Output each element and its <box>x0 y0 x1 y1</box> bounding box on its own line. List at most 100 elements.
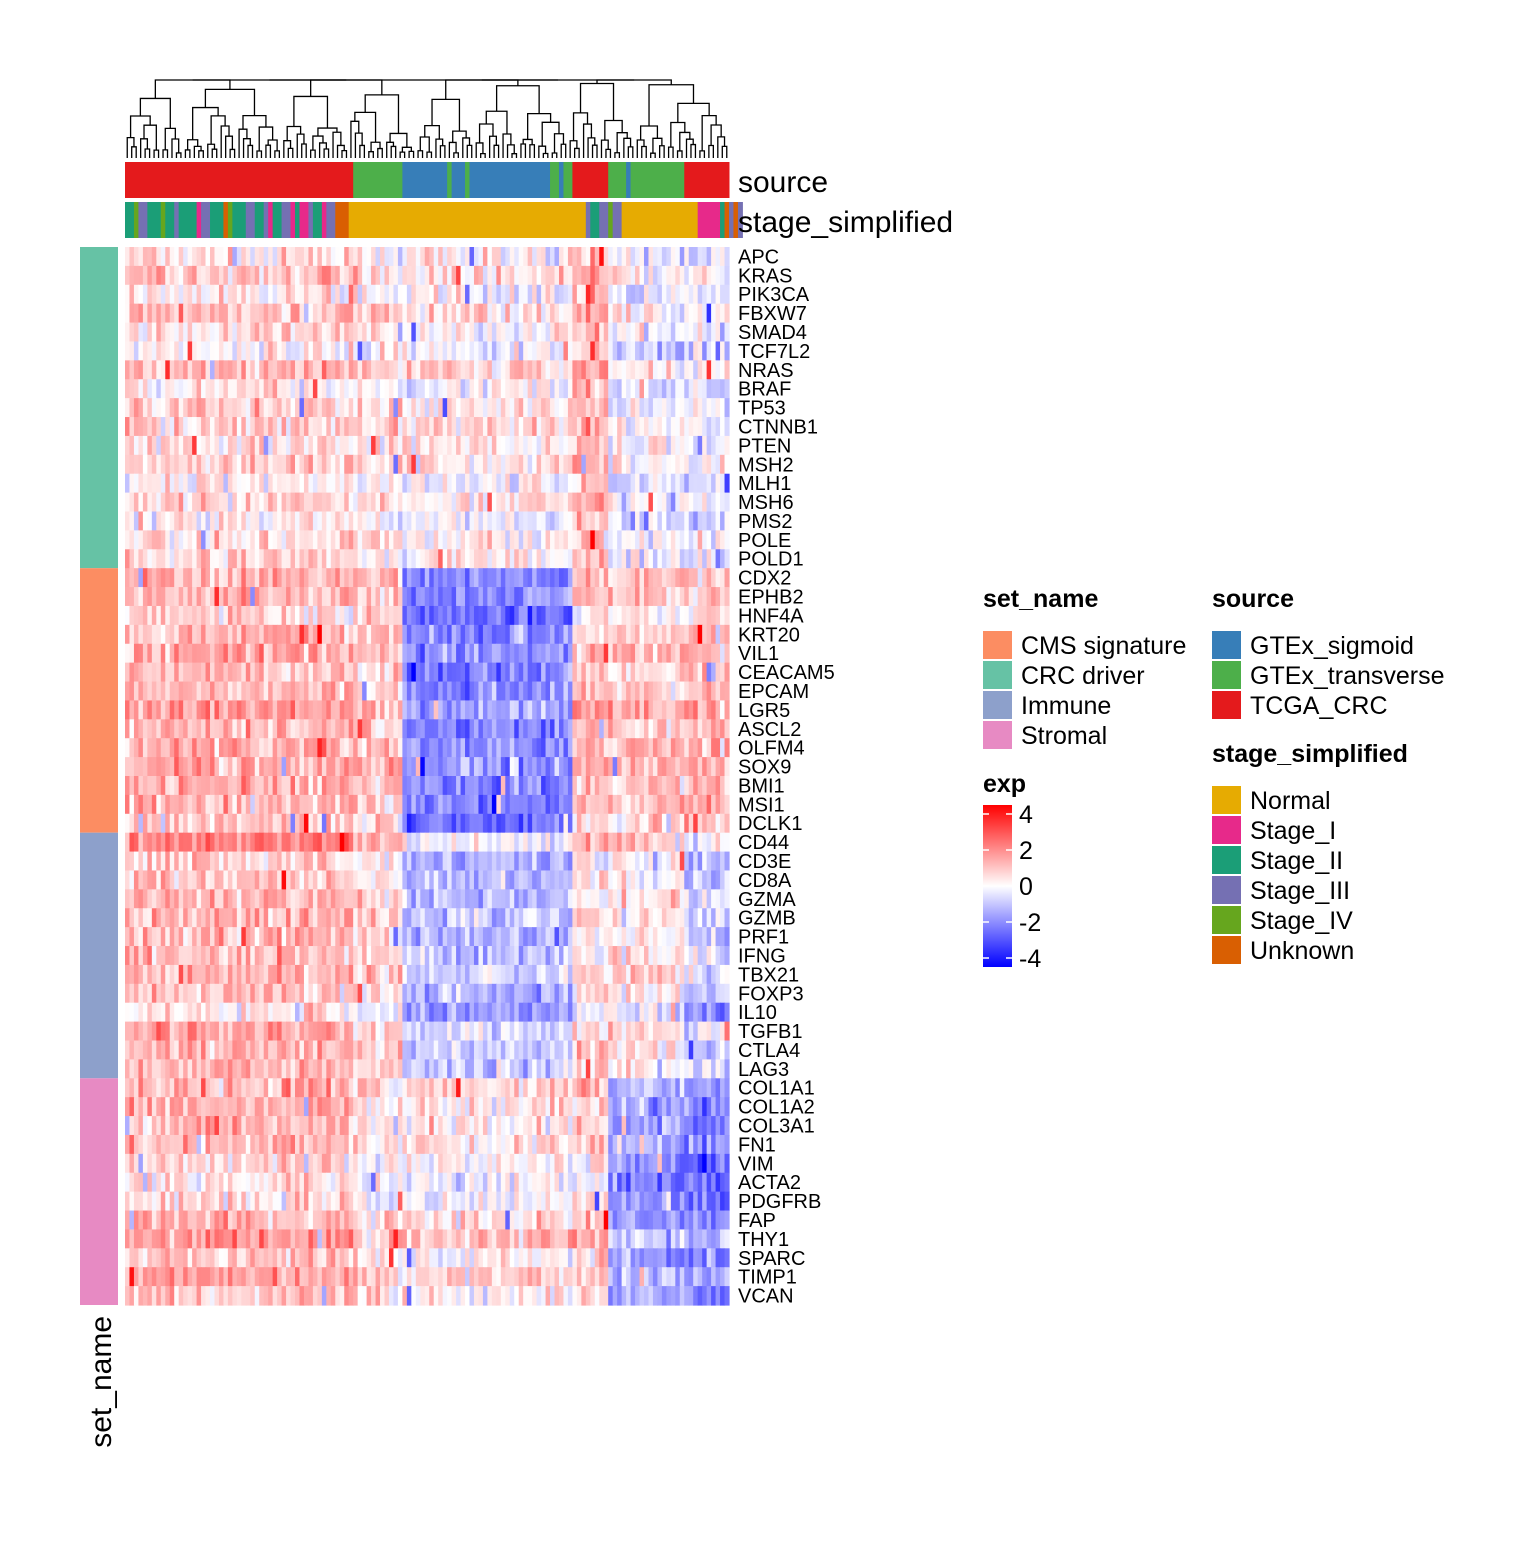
heatmap-cell <box>675 549 680 568</box>
heatmap-cell <box>434 644 439 663</box>
dendrogram-branch <box>617 133 627 153</box>
heatmap-cell <box>716 738 721 757</box>
heatmap-cell <box>326 738 331 757</box>
heatmap-cell <box>501 549 506 568</box>
heatmap-cell <box>214 341 219 360</box>
heatmap-cell <box>640 285 645 304</box>
heatmap-cell <box>716 795 721 814</box>
heatmap-cell <box>689 266 694 285</box>
heatmap-cell <box>304 417 309 436</box>
heatmap-cell <box>326 379 331 398</box>
heatmap-cell <box>152 474 157 493</box>
heatmap-cell <box>362 512 367 531</box>
heatmap-cell <box>286 625 291 644</box>
heatmap-cell <box>523 360 528 379</box>
heatmap-cell <box>313 436 318 455</box>
heatmap-cell <box>648 814 653 833</box>
heatmap-cell <box>577 247 582 266</box>
heatmap-cell <box>707 417 712 436</box>
heatmap-cell <box>340 379 345 398</box>
heatmap-cell <box>608 398 613 417</box>
heatmap-cell <box>693 795 698 814</box>
heatmap-cell <box>626 549 631 568</box>
heatmap-cell <box>335 323 340 342</box>
heatmap-cell <box>555 568 560 587</box>
heatmap-cell <box>550 360 555 379</box>
heatmap-cell <box>197 323 202 342</box>
heatmap-cell <box>129 889 134 908</box>
heatmap-cell <box>492 417 497 436</box>
heatmap-cell <box>353 852 358 871</box>
heatmap-cell <box>420 247 425 266</box>
heatmap-cell <box>411 285 416 304</box>
heatmap-cell <box>129 493 134 512</box>
column-annotation-segment <box>608 162 626 198</box>
heatmap-cell <box>273 833 278 852</box>
heatmap-cell <box>183 889 188 908</box>
heatmap-cell <box>358 285 363 304</box>
heatmap-cell <box>586 757 591 776</box>
heatmap-cell <box>250 814 255 833</box>
heatmap-cell <box>317 398 322 417</box>
heatmap-cell <box>295 625 300 644</box>
heatmap-cell <box>358 304 363 323</box>
heatmap-cell <box>528 663 533 682</box>
heatmap-cell <box>152 852 157 871</box>
heatmap-cell <box>429 833 434 852</box>
heatmap-cell <box>590 889 595 908</box>
heatmap-cell <box>492 587 497 606</box>
heatmap-cell <box>322 455 327 474</box>
heatmap-cell <box>268 663 273 682</box>
heatmap-cell <box>282 493 287 512</box>
heatmap-cell <box>653 682 658 701</box>
heatmap-cell <box>286 795 291 814</box>
heatmap-cell <box>331 644 336 663</box>
heatmap-cell <box>608 852 613 871</box>
heatmap-cell <box>425 436 430 455</box>
heatmap-cell <box>680 663 685 682</box>
heatmap-cell <box>528 682 533 701</box>
heatmap-cell <box>291 285 296 304</box>
heatmap-cell <box>631 587 636 606</box>
heatmap-cell <box>720 360 725 379</box>
heatmap-cell <box>380 455 385 474</box>
heatmap-cell <box>577 493 582 512</box>
heatmap-cell <box>496 738 501 757</box>
heatmap-cell <box>716 512 721 531</box>
heatmap-cell <box>326 493 331 512</box>
heatmap-cell <box>465 530 470 549</box>
heatmap-cell <box>563 625 568 644</box>
heatmap-cell <box>702 360 707 379</box>
heatmap-cell <box>376 738 381 757</box>
column-annotation-segment <box>622 202 699 238</box>
heatmap-cell <box>223 474 228 493</box>
heatmap-cell <box>626 493 631 512</box>
heatmap-cell <box>555 852 560 871</box>
heatmap-cell <box>474 436 479 455</box>
heatmap-cell <box>282 682 287 701</box>
heatmap-cell <box>640 266 645 285</box>
heatmap-cell <box>407 719 412 738</box>
heatmap-cell <box>165 379 170 398</box>
heatmap-cell <box>291 549 296 568</box>
heatmap-cell <box>125 719 130 738</box>
heatmap-cell <box>599 776 604 795</box>
heatmap-cell <box>684 682 689 701</box>
heatmap-cell <box>241 908 246 927</box>
heatmap-cell <box>465 379 470 398</box>
heatmap-cell <box>237 323 242 342</box>
column-annotation-segment <box>608 202 613 238</box>
heatmap-cell <box>550 512 555 531</box>
heatmap-cell <box>308 700 313 719</box>
heatmap-cell <box>452 455 457 474</box>
heatmap-cell <box>411 493 416 512</box>
heatmap-cell <box>622 757 627 776</box>
heatmap-cell <box>666 379 671 398</box>
heatmap-cell <box>349 644 354 663</box>
heatmap-cell <box>161 795 166 814</box>
heatmap-cell <box>420 757 425 776</box>
heatmap-cell <box>344 530 349 549</box>
dendrogram-branch <box>311 150 315 158</box>
heatmap-cell <box>299 814 304 833</box>
heatmap-cell <box>563 530 568 549</box>
